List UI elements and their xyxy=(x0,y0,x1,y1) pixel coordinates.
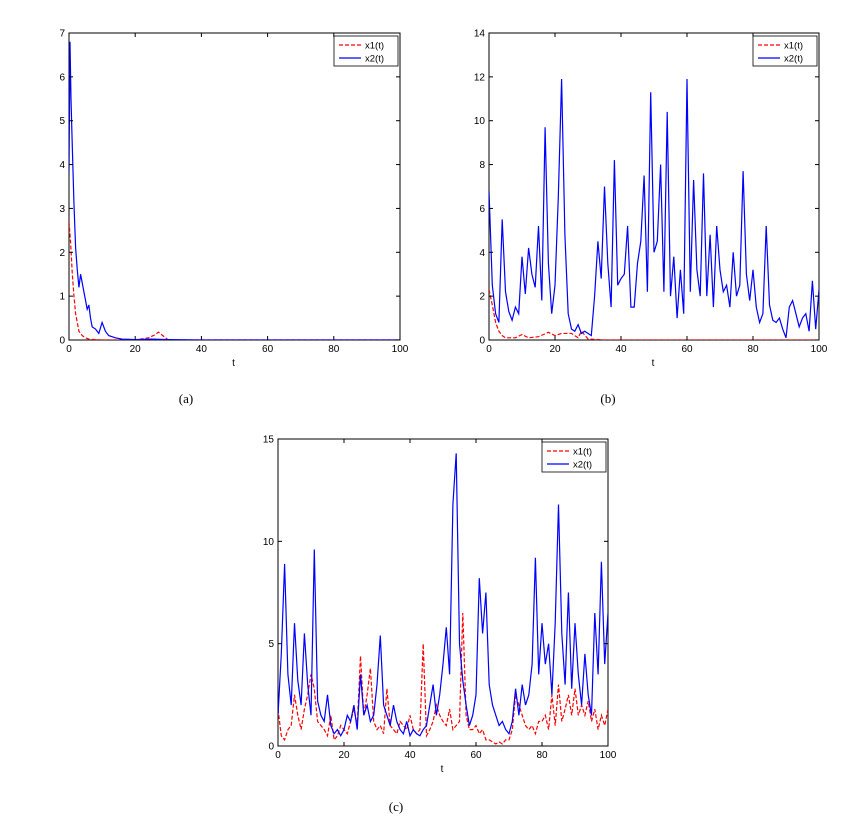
chart-a: 0 20 40 60 80 100 0 1 2 3 4 5 6 7 t x1(t) x2(t) (a) xyxy=(59,29,408,407)
x-tick-label: 20 xyxy=(130,344,142,355)
plot-area xyxy=(277,438,609,747)
series-line-x2t xyxy=(278,453,608,738)
x-tick-label: 40 xyxy=(404,750,416,761)
panel-label: (c) xyxy=(389,799,403,814)
x-axis-label: t xyxy=(652,358,655,369)
panel-label: (b) xyxy=(600,391,615,406)
x-tick-label: 0 xyxy=(66,344,72,355)
y-tick-label: 8 xyxy=(479,160,485,171)
x-tick-label: 60 xyxy=(681,344,693,355)
y-tick-label: 2 xyxy=(59,248,65,259)
legend-label: x1(t) xyxy=(365,41,384,52)
x-tick-label: 80 xyxy=(328,344,340,355)
x-tick-label: 100 xyxy=(600,750,617,761)
y-tick-label: 0 xyxy=(268,742,274,753)
x-tick-label: 60 xyxy=(470,750,482,761)
legend: x1(t) x2(t) xyxy=(333,35,399,67)
x-tick-label: 80 xyxy=(747,344,759,355)
y-tick-label: 4 xyxy=(59,160,65,171)
x-tick-label: 40 xyxy=(196,344,208,355)
legend: x1(t) x2(t) xyxy=(752,35,818,67)
x-tick-label: 80 xyxy=(536,750,548,761)
y-tick-label: 15 xyxy=(263,435,275,446)
y-tick-label: 6 xyxy=(59,72,65,83)
x-tick-label: 20 xyxy=(338,750,350,761)
series-line-x1t xyxy=(69,221,400,340)
x-axis-label: t xyxy=(232,358,235,369)
x-tick-label: 100 xyxy=(811,344,828,355)
y-tick-label: 14 xyxy=(474,29,486,40)
legend-label: x1(t) xyxy=(573,447,592,458)
y-tick-label: 2 xyxy=(479,292,485,303)
x-tick-label: 60 xyxy=(262,344,274,355)
plot-area xyxy=(68,32,401,341)
y-tick-label: 6 xyxy=(479,204,485,215)
y-tick-label: 10 xyxy=(263,537,275,548)
y-tick-label: 0 xyxy=(59,336,65,347)
x-tick-label: 100 xyxy=(392,344,409,355)
series-line-x1t xyxy=(489,289,819,340)
y-tick-label: 5 xyxy=(59,116,65,127)
legend-label: x2(t) xyxy=(573,460,592,471)
panel-label: (a) xyxy=(179,391,193,406)
x-tick-label: 0 xyxy=(486,344,492,355)
x-tick-label: 0 xyxy=(275,750,281,761)
legend-label: x2(t) xyxy=(365,54,384,65)
legend-label: x1(t) xyxy=(784,41,803,52)
legend: x1(t) x2(t) xyxy=(541,441,607,473)
x-axis-label: t xyxy=(441,764,444,775)
chart-b: 0 20 40 60 80 100 0 2 4 6 8 10 12 14 t x1(t) x2(t) (b) xyxy=(474,29,828,407)
legend-box xyxy=(752,35,818,67)
legend-box xyxy=(333,35,399,67)
chart-c: 0 20 40 60 80 100 0 5 10 15 t x1(t) x2(t) (c) xyxy=(263,435,617,815)
legend-box xyxy=(541,441,607,473)
x-tick-label: 20 xyxy=(549,344,561,355)
x-tick-label: 40 xyxy=(615,344,627,355)
y-tick-label: 5 xyxy=(268,639,274,650)
series-line-x2t xyxy=(489,79,819,339)
y-tick-label: 0 xyxy=(479,336,485,347)
y-tick-label: 10 xyxy=(474,116,486,127)
y-tick-label: 3 xyxy=(59,204,65,215)
series-line-x2t xyxy=(69,41,400,340)
legend-label: x2(t) xyxy=(784,54,803,65)
y-tick-label: 12 xyxy=(474,72,486,83)
y-tick-label: 1 xyxy=(59,292,65,303)
y-tick-label: 7 xyxy=(59,29,65,40)
y-tick-label: 4 xyxy=(479,248,485,259)
